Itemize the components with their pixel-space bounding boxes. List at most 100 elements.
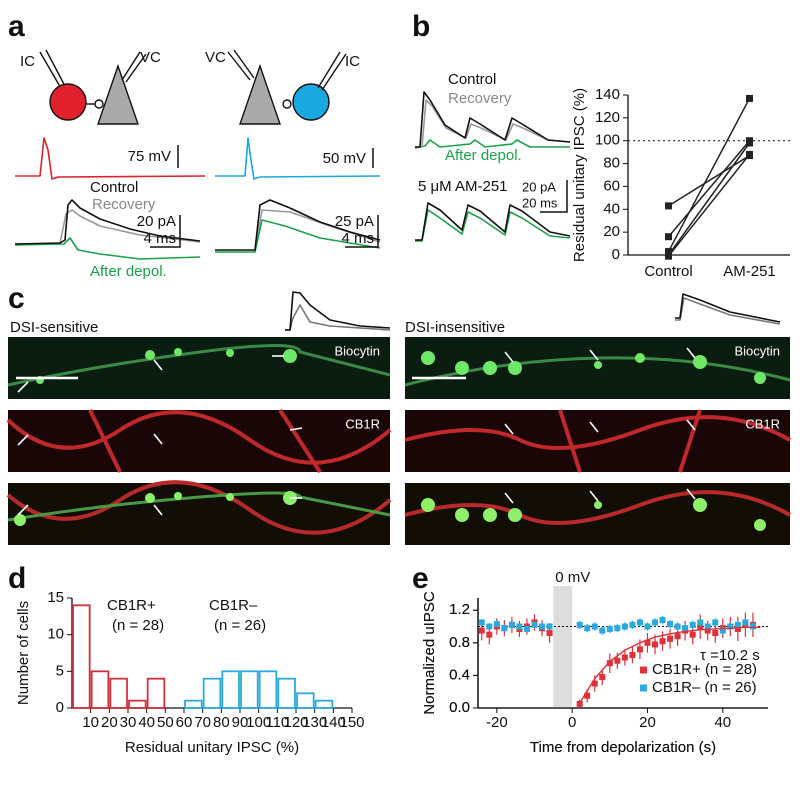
- x-tick-label: 150: [339, 714, 364, 731]
- micrograph: [6, 337, 791, 545]
- point: [493, 621, 500, 628]
- trace: [215, 199, 381, 251]
- trace: [15, 137, 206, 180]
- point: [486, 623, 493, 630]
- series-line: [668, 154, 750, 207]
- point: [591, 623, 598, 630]
- x-tick-label: 120: [283, 714, 308, 731]
- annotation: (n = 28): [112, 617, 164, 634]
- scale-label: 20 pA: [137, 213, 176, 230]
- point: [742, 619, 749, 626]
- y-axis-label: Residual unitary IPSC (%): [571, 88, 588, 262]
- legend-marker: [640, 684, 647, 692]
- y-tick-label: 100: [595, 132, 620, 149]
- panel-label: c: [8, 282, 25, 315]
- point: [478, 619, 485, 626]
- series-line: [667, 140, 751, 238]
- x-tick-label: 110: [265, 714, 289, 731]
- y-tick-label: 20: [603, 223, 620, 240]
- y-tick-label: 15: [47, 589, 64, 606]
- y-tick-label: 0.0: [449, 699, 470, 716]
- fit-line: [579, 626, 761, 704]
- point: [712, 630, 719, 637]
- scale-label: 20 ms: [522, 195, 558, 210]
- series-line: [667, 153, 751, 257]
- trace: [415, 209, 571, 242]
- trace-label: After depol.: [90, 263, 167, 280]
- y-tick-label: 120: [595, 109, 620, 126]
- y-tick-label: 1.2: [449, 601, 470, 618]
- stain-label: Biocytin: [734, 343, 780, 358]
- scale-label: 4 ms: [341, 230, 374, 247]
- scale-bar: [540, 180, 568, 213]
- x-tick-label: 30: [120, 714, 137, 731]
- y-axis-label: Normalized uIPSC: [421, 591, 438, 715]
- point: [652, 619, 659, 626]
- electrode-label: VC: [140, 49, 161, 66]
- y-tick-label: 0.4: [449, 666, 470, 683]
- electrode-label: VC: [205, 49, 226, 66]
- annotation: (n = 26): [214, 617, 266, 634]
- point: [621, 654, 628, 661]
- panel-label: b: [412, 10, 430, 43]
- trace-label: Control: [90, 179, 138, 196]
- scale-label: 25 pA: [335, 213, 374, 230]
- panel-label: d: [8, 562, 26, 595]
- point: [665, 233, 672, 241]
- point: [697, 619, 704, 626]
- y-tick-label: 0: [56, 699, 64, 716]
- x-tick-label: 10: [82, 714, 99, 731]
- x-axis-label: Time from depolarization (s): [530, 739, 716, 756]
- scale-label: 75 mV: [128, 148, 171, 165]
- trace: [675, 293, 781, 323]
- point: [665, 202, 672, 210]
- bar: [109, 677, 128, 709]
- point: [621, 623, 628, 630]
- x-tick-label: 40: [714, 714, 731, 731]
- bar: [277, 677, 296, 709]
- scale-bar: [150, 215, 379, 248]
- point: [629, 621, 636, 628]
- y-axis-label: Number of cells: [15, 601, 32, 705]
- scale-bar: [177, 145, 374, 168]
- point: [606, 660, 613, 667]
- point: [682, 625, 689, 632]
- point: [523, 625, 530, 632]
- trace: [415, 202, 571, 241]
- point: [734, 621, 741, 628]
- electrode-label: IC: [345, 53, 360, 70]
- point: [576, 621, 583, 628]
- trace-label: After depol.: [445, 147, 522, 164]
- point: [727, 623, 734, 630]
- bar: [90, 670, 110, 709]
- x-tick-label: AM-251: [723, 263, 776, 280]
- bar: [202, 677, 222, 709]
- trace: [415, 99, 571, 148]
- point: [584, 625, 591, 632]
- point: [508, 621, 515, 628]
- electrode-label: IC: [20, 53, 35, 70]
- stain-label: Biocytin: [334, 343, 380, 358]
- y-tick-label: 0: [612, 246, 620, 263]
- legend-label: CB1R– (n = 26): [652, 679, 757, 696]
- bar: [184, 699, 203, 709]
- bar: [146, 677, 166, 709]
- legend-marker: [640, 666, 647, 674]
- y-tick-label: 10: [47, 626, 64, 643]
- x-axis-label: Residual unitary IPSC (%): [125, 739, 299, 756]
- legend-label: CB1R–: [209, 597, 258, 614]
- point: [546, 630, 553, 637]
- x-tick-label: 130: [302, 714, 327, 731]
- y-tick-label: 140: [595, 86, 620, 103]
- stain-label: CB1R: [345, 416, 380, 431]
- point: [644, 623, 651, 630]
- x-axis-label: Time from depolarization (s): [530, 739, 716, 756]
- point: [591, 680, 598, 687]
- point: [746, 94, 753, 102]
- legend-label: CB1R+ (n = 28): [652, 661, 757, 678]
- x-tick-label: 100: [246, 714, 271, 731]
- y-tick-label: 80: [603, 155, 620, 172]
- trace: [59, 209, 201, 244]
- trace: [14, 199, 201, 245]
